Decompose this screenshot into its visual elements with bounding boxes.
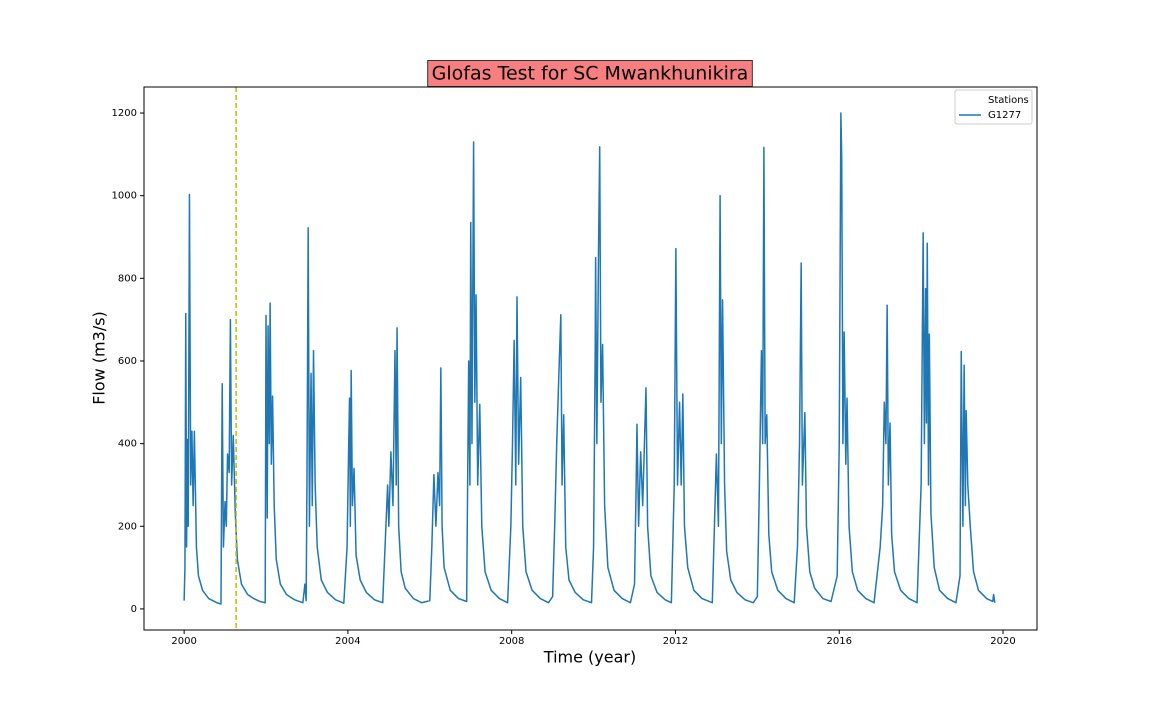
plot-frame: [143, 86, 1038, 631]
y-tick-label: 0: [131, 604, 137, 615]
title-box: [427, 60, 753, 87]
y-tick-label: 600: [118, 356, 137, 367]
chart-title: Glofas Test for SC Mwankhunikira: [432, 63, 749, 85]
x-tick-label: 2020: [990, 636, 1015, 647]
legend-label: G1277: [988, 110, 1021, 121]
legend-title: Stations: [988, 95, 1029, 106]
y-tick-label: 1200: [112, 108, 137, 119]
y-tick-label: 200: [118, 521, 137, 532]
x-tick-label: 2004: [335, 636, 360, 647]
y-tick-label: 1000: [112, 191, 137, 202]
x-tick-label: 2000: [171, 636, 196, 647]
x-axis-label: Time (year): [543, 648, 636, 667]
y-tick-label: 400: [118, 439, 137, 450]
x-tick-label: 2008: [499, 636, 524, 647]
series-line: [183, 112, 996, 605]
y-tick-label: 800: [118, 273, 137, 284]
x-tick-label: 2012: [663, 636, 688, 647]
y-axis-label: Flow (m3/s): [90, 311, 109, 405]
x-tick-label: 2016: [827, 636, 852, 647]
